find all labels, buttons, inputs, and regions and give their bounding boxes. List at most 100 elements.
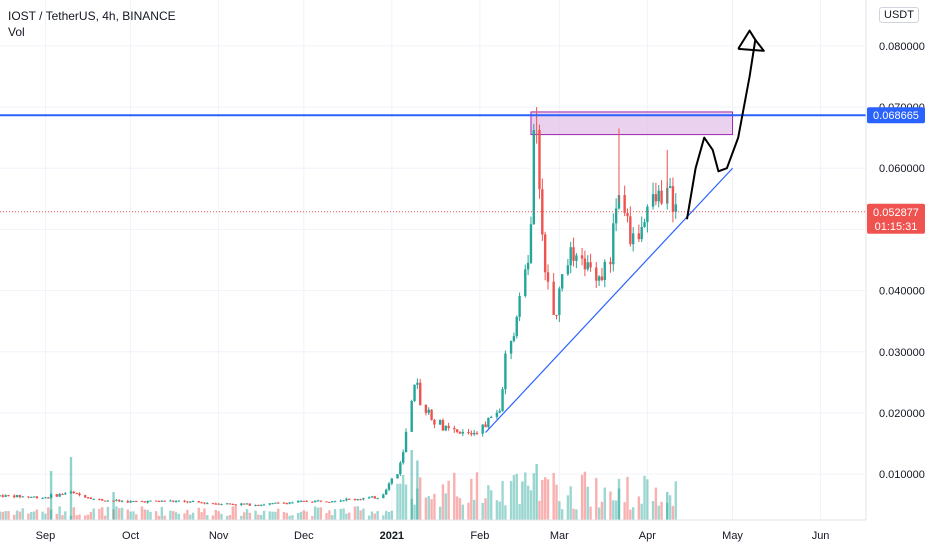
candle-body [157,501,161,503]
price-axis[interactable]: 0.0100000.0200000.0300000.0400000.050000… [865,0,925,520]
candle-body [674,204,677,212]
volume-spike [521,481,524,520]
candle-body [27,496,30,498]
volume-bar [566,495,570,520]
volume-bar [135,514,138,520]
volume-bar [316,507,320,520]
candle-body [69,491,73,494]
candle-body [257,504,260,506]
candle-body [18,495,22,498]
volume-bar [370,511,374,520]
candle-body [595,267,598,281]
volume-spike [69,457,73,520]
candle-body [319,500,323,502]
currency-selector-button[interactable]: USDT [879,7,919,23]
candle-body [484,424,487,428]
candle-body [169,500,172,502]
candlestick-series[interactable] [0,107,677,507]
candle-body [78,493,81,496]
volume-bar [543,477,547,520]
volume-bar [419,477,422,520]
candle-body [356,499,359,501]
volume-bar [353,506,357,520]
candle-body [101,499,104,501]
candle-body [637,233,641,240]
volume-bar [118,508,121,520]
candle-body [532,130,535,225]
candle-body [83,495,87,498]
candle-body [359,499,362,501]
candle-body [342,500,345,502]
volume-bar [333,509,337,520]
volume-spike [535,464,538,520]
chart-legend: IOST / TetherUS, 4h, BINANCE Vol [8,8,176,40]
volume-bar [4,511,7,520]
volume-bar [623,502,626,520]
volume-bars [0,450,677,520]
candle-body [217,503,220,505]
candle-body [302,500,306,502]
time-tick-label: Mar [550,530,569,542]
candle-body [600,276,604,281]
volume-bar [640,503,643,520]
volume-bar [242,512,246,520]
candle-body [268,503,271,505]
candle-body [118,499,121,502]
candle-body [671,186,675,212]
candle-body [609,261,612,265]
volume-bar [427,495,430,520]
candle-body [560,274,564,289]
volume-bar [325,513,328,520]
candle-body [427,409,430,413]
volume-bar [470,478,473,520]
volume-bar [342,508,345,520]
candle-body [86,497,90,499]
time-tick-label: Sep [36,530,56,542]
time-axis[interactable]: Sep Oct Nov Dec 2021 Feb Mar Apr May Jun [0,519,866,542]
candle-body [646,206,649,223]
time-tick-label: Oct [122,530,139,542]
candle-body [174,501,178,503]
volume-bar [612,500,615,520]
candle-body [203,502,206,504]
volume-bar [225,515,229,520]
chart-grid [0,0,866,520]
candle-body [291,502,294,504]
volume-bar [27,513,30,520]
volume-bar [532,473,535,520]
candle-body [211,503,215,505]
volume-bar [163,515,166,520]
candle-body [586,262,589,270]
volume-bar [501,480,504,520]
candle-body [30,496,33,498]
volume-bar [262,510,266,520]
candle-body [58,494,61,497]
volume-bar [169,510,172,520]
volume-bar [44,513,47,520]
volume-spike [666,492,669,520]
volume-bar [274,511,277,520]
candle-body [384,489,388,495]
volume-bar [268,511,271,520]
chart-drawings[interactable] [0,29,866,433]
volume-bar [580,474,584,520]
volume-bar [657,505,660,520]
volume-bar [475,472,479,520]
candle-body [498,411,501,413]
volume-bar [382,515,385,520]
candle-body [228,503,232,505]
volume-bar [674,481,677,520]
candle-body [183,500,186,502]
volume-bar [143,509,147,520]
volume-bar [305,511,308,520]
candle-body [430,409,433,420]
resistance-zone[interactable] [530,111,734,136]
candle-body [106,500,110,502]
volume-bar [575,509,578,520]
volume-bar [291,515,294,520]
candle-body [509,340,513,354]
candle-body [543,234,547,273]
volume-bar [245,509,249,520]
volume-bar [560,509,564,520]
